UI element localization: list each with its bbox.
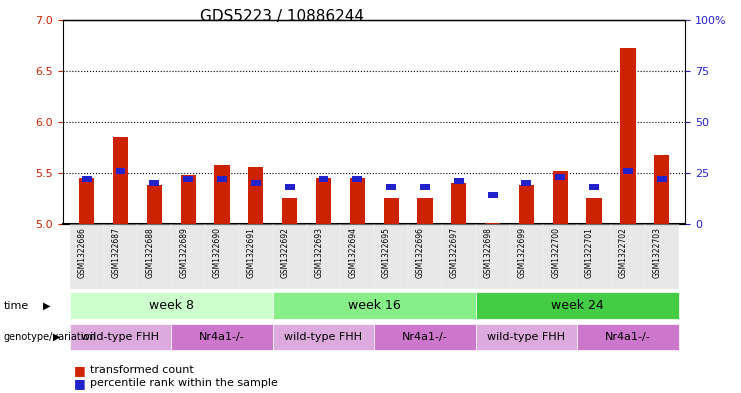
Bar <box>374 324 476 350</box>
Text: wild-type FHH: wild-type FHH <box>488 332 565 342</box>
Text: GSM1322698: GSM1322698 <box>484 227 493 278</box>
Text: GSM1322700: GSM1322700 <box>551 227 560 278</box>
Bar <box>171 324 273 350</box>
Text: GSM1322689: GSM1322689 <box>179 227 188 278</box>
Bar <box>476 292 679 319</box>
Bar <box>553 171 568 224</box>
Text: ▶: ▶ <box>53 332 61 342</box>
Text: GSM1322703: GSM1322703 <box>653 227 662 278</box>
Text: week 24: week 24 <box>551 299 604 312</box>
Bar <box>248 167 263 224</box>
Bar <box>116 168 125 174</box>
Text: GSM1322694: GSM1322694 <box>348 227 357 278</box>
Bar <box>586 198 602 224</box>
Bar <box>623 168 633 174</box>
Text: GSM1322692: GSM1322692 <box>281 227 290 278</box>
Bar <box>181 175 196 224</box>
Bar <box>350 178 365 224</box>
Bar <box>420 184 430 190</box>
Text: week 8: week 8 <box>149 299 193 312</box>
Bar <box>657 176 667 182</box>
Bar <box>150 180 159 186</box>
Bar <box>555 174 565 180</box>
Bar <box>451 183 466 224</box>
Bar <box>147 185 162 224</box>
Text: GSM1322701: GSM1322701 <box>585 227 594 278</box>
Text: ■: ■ <box>74 364 86 377</box>
Bar <box>183 176 193 182</box>
Bar <box>273 292 476 319</box>
Bar <box>577 224 611 289</box>
Text: week 16: week 16 <box>348 299 401 312</box>
Text: GSM1322702: GSM1322702 <box>619 227 628 278</box>
Bar <box>70 292 273 319</box>
Bar <box>307 224 340 289</box>
Bar <box>417 198 433 224</box>
Bar <box>476 324 577 350</box>
Bar <box>239 224 273 289</box>
Text: GSM1322699: GSM1322699 <box>517 227 526 278</box>
Bar <box>113 137 128 224</box>
Bar <box>82 176 92 182</box>
Text: wild-type FHH: wild-type FHH <box>82 332 159 342</box>
Bar <box>352 176 362 182</box>
Bar <box>453 178 464 184</box>
Bar <box>522 180 531 186</box>
Bar <box>340 224 374 289</box>
Bar <box>104 224 137 289</box>
Text: genotype/variation: genotype/variation <box>4 332 96 342</box>
Text: GDS5223 / 10886244: GDS5223 / 10886244 <box>199 9 364 24</box>
Bar <box>620 48 636 224</box>
Bar <box>510 224 543 289</box>
Text: GSM1322693: GSM1322693 <box>314 227 324 278</box>
Bar <box>654 154 669 224</box>
Bar <box>214 165 230 224</box>
Bar <box>589 184 599 190</box>
Bar <box>285 184 295 190</box>
Text: transformed count: transformed count <box>90 365 194 375</box>
Bar <box>476 224 510 289</box>
Text: GSM1322695: GSM1322695 <box>382 227 391 278</box>
Text: GSM1322690: GSM1322690 <box>213 227 222 278</box>
Text: Nr4a1-/-: Nr4a1-/- <box>199 332 245 342</box>
Bar <box>408 224 442 289</box>
Bar <box>374 224 408 289</box>
Bar <box>611 224 645 289</box>
Bar <box>384 198 399 224</box>
Text: percentile rank within the sample: percentile rank within the sample <box>90 378 279 388</box>
Bar <box>205 224 239 289</box>
Text: GSM1322697: GSM1322697 <box>450 227 459 278</box>
Bar <box>217 176 227 182</box>
Text: time: time <box>4 301 29 311</box>
Bar <box>488 192 497 198</box>
Text: Nr4a1-/-: Nr4a1-/- <box>402 332 448 342</box>
Bar <box>319 176 328 182</box>
Bar <box>171 224 205 289</box>
Text: GSM1322688: GSM1322688 <box>145 227 154 278</box>
Text: GSM1322691: GSM1322691 <box>247 227 256 278</box>
Bar <box>282 198 297 224</box>
Bar <box>485 223 500 224</box>
Bar <box>519 185 534 224</box>
Bar <box>273 324 374 350</box>
Bar <box>273 224 307 289</box>
Text: wild-type FHH: wild-type FHH <box>285 332 362 342</box>
Bar <box>70 324 171 350</box>
Bar <box>645 224 679 289</box>
Bar <box>70 224 104 289</box>
Bar <box>577 324 679 350</box>
Bar <box>137 224 171 289</box>
Text: ■: ■ <box>74 376 86 390</box>
Text: GSM1322686: GSM1322686 <box>78 227 87 278</box>
Bar <box>79 178 94 224</box>
Text: GSM1322696: GSM1322696 <box>416 227 425 278</box>
Bar <box>316 178 331 224</box>
Bar <box>442 224 476 289</box>
Bar <box>251 180 261 186</box>
Bar <box>543 224 577 289</box>
Text: Nr4a1-/-: Nr4a1-/- <box>605 332 651 342</box>
Bar <box>386 184 396 190</box>
Text: GSM1322687: GSM1322687 <box>111 227 121 278</box>
Text: ▶: ▶ <box>43 301 50 311</box>
